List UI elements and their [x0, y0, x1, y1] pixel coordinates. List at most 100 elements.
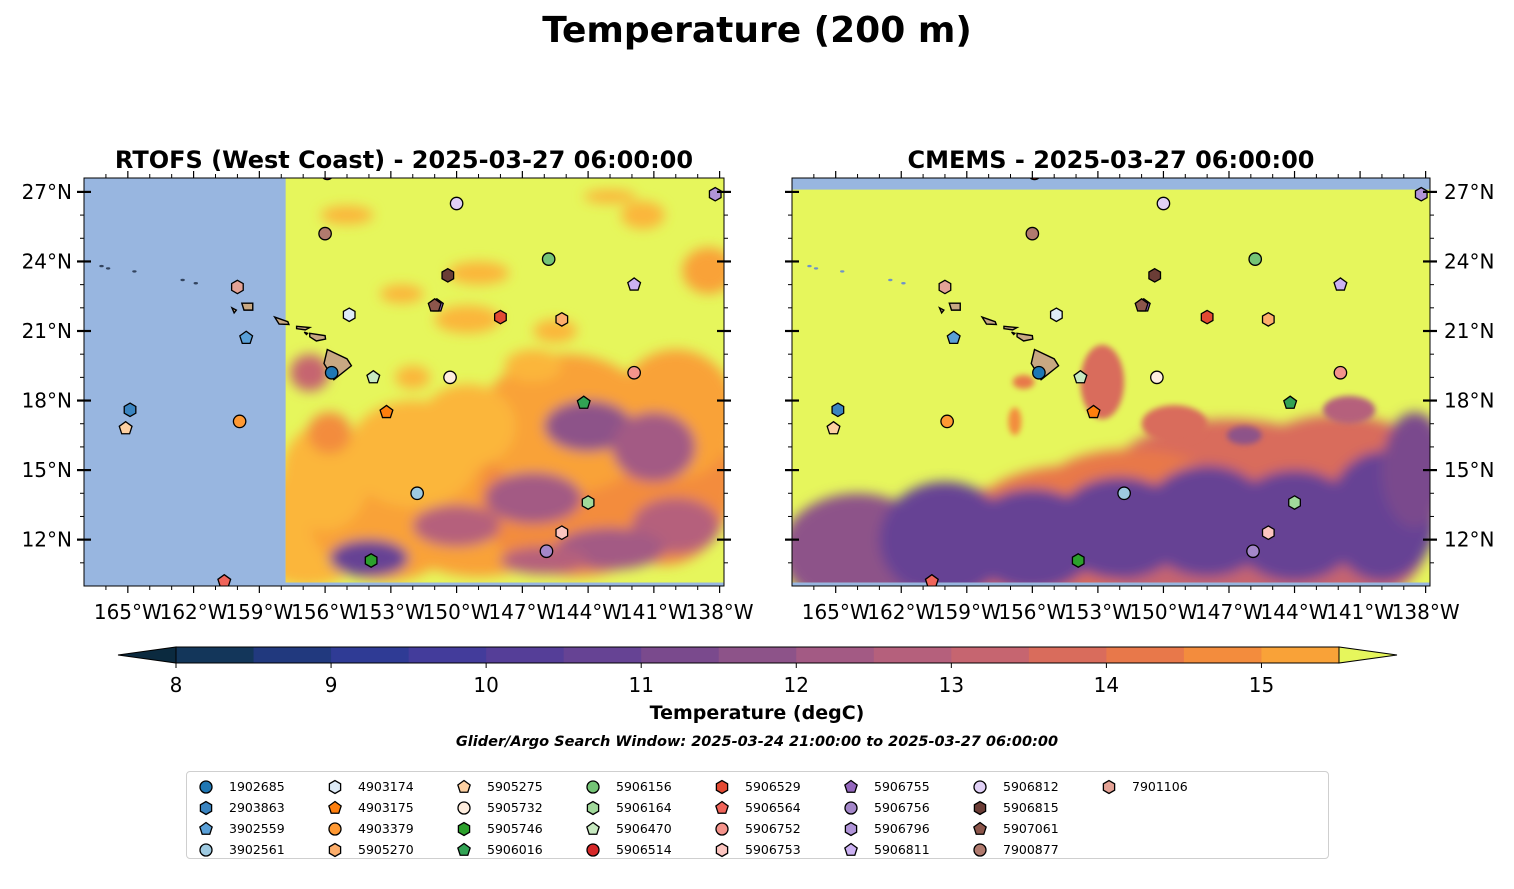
- legend-entry: 5907061: [961, 818, 1089, 839]
- legend-entry: 5905746: [445, 818, 573, 839]
- float-4903379-marker: [328, 821, 342, 836]
- float-5906016-marker: [457, 842, 471, 856]
- rtofs-panel: RTOFS (West Coast) - 2025-03-27 06:00:00…: [22, 146, 754, 624]
- float-5906812-marker: [1156, 196, 1171, 211]
- float-7901106-marker: [938, 279, 952, 295]
- nw-islet: [807, 264, 812, 268]
- temperature-contour-blob: [447, 261, 510, 285]
- legend-entry: 5906811: [832, 839, 960, 860]
- legend-entry: 5906755: [832, 776, 960, 797]
- island: [948, 302, 961, 311]
- colorbar-segment: [1261, 647, 1340, 663]
- island: [230, 306, 238, 315]
- colorbar-label: Temperature (degC): [650, 702, 865, 724]
- float-4903379-marker: [940, 414, 954, 429]
- y-tick-label: 24°N: [1444, 249, 1494, 273]
- legend-label: 4903174: [358, 779, 414, 794]
- float-5906470-marker: [1073, 369, 1088, 384]
- y-tick-label: 18°N: [22, 389, 72, 413]
- field-contours: [792, 412, 1430, 583]
- float-7901106-marker: [230, 279, 244, 295]
- legend-entry: 2903863: [187, 797, 315, 818]
- float-5905732-marker: [1150, 370, 1164, 385]
- island: [1016, 332, 1034, 342]
- y-tick-label: 27°N: [22, 180, 72, 204]
- y-tick-label: 15°N: [1444, 458, 1494, 482]
- legend-label: 4903379: [358, 821, 414, 836]
- temperature-contour-blob: [434, 305, 501, 334]
- float-5906811-marker: [844, 842, 858, 856]
- cmems-float-markers: [826, 178, 1428, 586]
- float-5906756-marker: [1246, 544, 1260, 559]
- rtofs-panel-title: RTOFS (West Coast) - 2025-03-27 06:00:00: [115, 146, 693, 174]
- pentagon-marker-icon: [457, 842, 471, 856]
- float-5906156-marker: [1248, 252, 1263, 266]
- cmems-temperature-field: [792, 189, 1430, 583]
- colorbar-segment: [718, 647, 797, 663]
- temperature-contour-blob: [1008, 407, 1022, 436]
- legend-label: 5906812: [1003, 779, 1059, 794]
- float-5906753-marker: [715, 842, 729, 857]
- legend-entry: 5906016: [445, 839, 573, 860]
- temperature-contour-blob: [379, 284, 424, 304]
- float-5906564-marker: [217, 573, 232, 586]
- rtofs-y-axis: 27°N 24°N 21°N 18°N 15°N 12°N: [22, 180, 731, 564]
- hexagon-marker-icon: [715, 779, 729, 794]
- float-3902559-marker: [946, 330, 961, 345]
- legend-label: 4903175: [358, 800, 414, 815]
- colorbar-segment: [1183, 647, 1263, 663]
- float-2903863-marker: [123, 402, 137, 418]
- island: [1011, 331, 1017, 336]
- y-tick-label: 27°N: [1444, 180, 1494, 204]
- legend-label: 5906156: [616, 779, 672, 794]
- legend-entry: 5906156: [574, 776, 702, 797]
- colorbar-tick-label: 8: [170, 673, 183, 697]
- float-4903175-marker: [1086, 404, 1101, 419]
- legend-entry: 5905732: [445, 797, 573, 818]
- legend-entry: 4903174: [316, 776, 444, 797]
- nw-islet: [66, 237, 70, 239]
- cmems-panel: CMEMS - 2025-03-27 06:00:00 165°W162°W15…: [785, 146, 1494, 624]
- float-7901106-marker: [1102, 779, 1116, 794]
- cmems-x-axis: 165°W162°W159°W156°W153°W150°W147°W144°W…: [802, 171, 1460, 624]
- rtofs-map-frame: [83, 177, 725, 587]
- nw-islet: [105, 267, 111, 270]
- legend-entry: 4903175: [316, 797, 444, 818]
- float-5907061-marker: [1134, 297, 1149, 312]
- colorbar-segment: [951, 647, 1030, 663]
- float-5906529-marker: [493, 309, 507, 325]
- x-tick-label: 138°W: [686, 600, 754, 624]
- colorbar-segment: [331, 647, 410, 663]
- nw-islet: [99, 264, 104, 268]
- circle-marker-icon: [844, 800, 858, 815]
- legend-label: 5905275: [487, 779, 543, 794]
- temperature-contour-blob: [285, 423, 369, 531]
- float-5906470-marker: [366, 369, 381, 384]
- temperature-contour-blob: [395, 365, 431, 389]
- nw-islet: [180, 278, 185, 282]
- x-tick-label: 150°W: [1129, 600, 1197, 624]
- colorbar: 8 9 10 11 12 13 14 15: [117, 646, 1398, 697]
- float-5906470-marker: [586, 821, 600, 835]
- temperature-contour-blob: [533, 319, 578, 343]
- pentagon-marker-icon: [328, 800, 342, 814]
- temperature-contour-blob: [544, 400, 632, 452]
- float-7900877-marker: [1025, 226, 1040, 241]
- float-5906796-marker: [708, 186, 722, 202]
- legend-label: 5907061: [1003, 821, 1059, 836]
- float-3902561-marker: [1117, 486, 1131, 501]
- legend-entry: 4903379: [316, 818, 444, 839]
- x-tick-label: 147°W: [1195, 600, 1263, 624]
- legend-column: 5906156 5906164 5906470 5906514: [574, 776, 702, 860]
- colorbar-min-extend: [117, 646, 177, 664]
- legend-column: 7901106: [1090, 776, 1218, 797]
- temperature-contour-blob: [620, 201, 665, 229]
- legend-label: 5906796: [874, 821, 930, 836]
- temperature-contour-blob: [485, 472, 582, 524]
- legend-label: 5906529: [745, 779, 801, 794]
- float-4903175-marker: [328, 800, 342, 814]
- temperature-contour-blob: [500, 546, 589, 575]
- colorbar-tick-label: 11: [628, 673, 653, 697]
- float-5906796-marker: [844, 821, 858, 836]
- hexagon-marker-icon: [586, 800, 600, 815]
